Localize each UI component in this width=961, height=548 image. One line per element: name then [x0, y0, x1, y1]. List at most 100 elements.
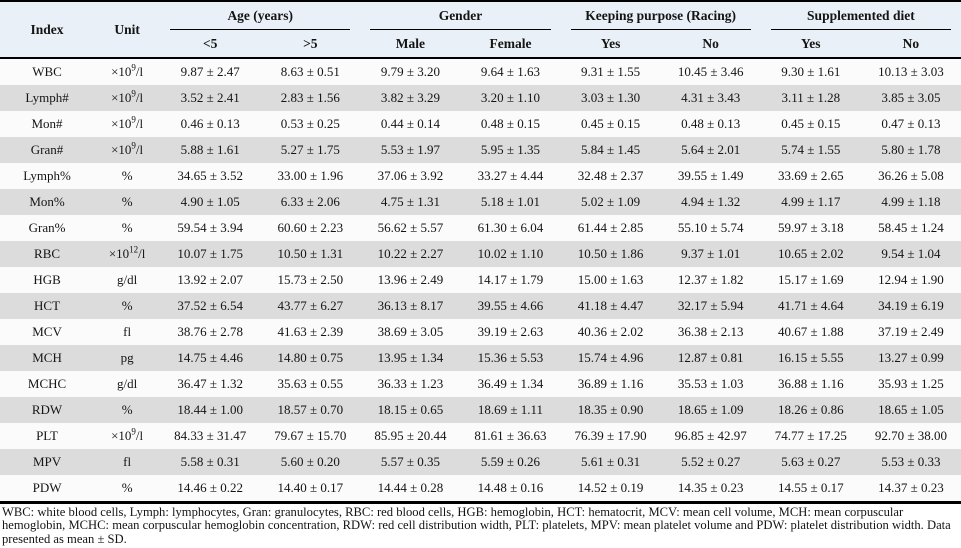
value-cell: 4.75 ± 1.31: [360, 189, 461, 215]
value-cell: 10.22 ± 2.27: [360, 241, 461, 267]
value-cell: 81.61 ± 36.63: [460, 423, 561, 449]
table-row: MCH pg 14.75 ± 4.46 14.80 ± 0.75 13.95 ± 1.3…: [0, 345, 961, 371]
col-header-index: Index: [0, 1, 95, 59]
col-group-diet: Supplemented diet: [760, 1, 961, 30]
value-cell: 9.87 ± 2.47: [160, 58, 261, 85]
table-body: WBC ×109/l 9.87 ± 2.47 8.63 ± 0.51 9.79 ± 3.…: [0, 58, 961, 503]
value-cell: 4.31 ± 3.43: [660, 85, 761, 111]
value-cell: 0.44 ± 0.14: [360, 111, 461, 137]
value-cell: 15.74 ± 4.96: [560, 345, 661, 371]
value-cell: 3.52 ± 2.41: [160, 85, 261, 111]
value-cell: 9.79 ± 3.20: [360, 58, 461, 85]
value-cell: 5.60 ± 0.20: [260, 449, 361, 475]
value-cell: 85.95 ± 20.44: [360, 423, 461, 449]
row-unit-cell: pg: [94, 345, 161, 371]
value-cell: 35.53 ± 1.03: [660, 371, 761, 397]
value-cell: 5.18 ± 1.01: [460, 189, 561, 215]
row-unit-cell: %: [94, 293, 161, 319]
row-unit-cell: ×109/l: [94, 111, 161, 137]
value-cell: 32.17 ± 5.94: [660, 293, 761, 319]
value-cell: 9.30 ± 1.61: [760, 58, 861, 85]
value-cell: 18.44 ± 1.00: [160, 397, 261, 423]
col-header-diet-no: No: [860, 30, 961, 59]
value-cell: 14.46 ± 0.22: [160, 475, 261, 503]
col-group-gender: Gender: [360, 1, 561, 30]
value-cell: 41.71 ± 4.64: [760, 293, 861, 319]
table-row: WBC ×109/l 9.87 ± 2.47 8.63 ± 0.51 9.79 ± 3.…: [0, 58, 961, 85]
value-cell: 37.52 ± 6.54: [160, 293, 261, 319]
value-cell: 55.10 ± 5.74: [660, 215, 761, 241]
value-cell: 10.45 ± 3.46: [660, 58, 761, 85]
value-cell: 4.99 ± 1.17: [760, 189, 861, 215]
row-unit-cell: ×109/l: [94, 58, 161, 85]
value-cell: 4.94 ± 1.32: [660, 189, 761, 215]
value-cell: 36.47 ± 1.32: [160, 371, 261, 397]
row-index-cell: HCT: [0, 293, 95, 319]
row-index-cell: WBC: [0, 58, 95, 85]
table-row: Mon# ×109/l 0.46 ± 0.13 0.53 ± 0.25 0.44 ± 0…: [0, 111, 961, 137]
row-unit-cell: ×109/l: [94, 137, 161, 163]
value-cell: 37.06 ± 3.92: [360, 163, 461, 189]
value-cell: 15.17 ± 1.69: [760, 267, 861, 293]
value-cell: 3.11 ± 1.28: [760, 85, 861, 111]
row-index-cell: Mon%: [0, 189, 95, 215]
value-cell: 61.30 ± 6.04: [460, 215, 561, 241]
value-cell: 9.64 ± 1.63: [460, 58, 561, 85]
col-header-male: Male: [360, 30, 461, 59]
value-cell: 36.13 ± 8.17: [360, 293, 461, 319]
row-unit-cell: ×109/l: [94, 85, 161, 111]
value-cell: 13.95 ± 1.34: [360, 345, 461, 371]
table-row: Gran%% 59.54 ± 3.94 60.60 ± 2.23 56.62 ± 5.…: [0, 215, 961, 241]
value-cell: 5.57 ± 0.35: [360, 449, 461, 475]
row-index-cell: PDW: [0, 475, 95, 503]
value-cell: 13.92 ± 2.07: [160, 267, 261, 293]
table-row: HCT% 37.52 ± 6.54 43.77 ± 6.27 36.13 ± 8.17…: [0, 293, 961, 319]
value-cell: 34.65 ± 3.52: [160, 163, 261, 189]
value-cell: 61.44 ± 2.85: [560, 215, 661, 241]
value-cell: 38.76 ± 2.78: [160, 319, 261, 345]
row-index-cell: MCH: [0, 345, 95, 371]
value-cell: 10.65 ± 2.02: [760, 241, 861, 267]
value-cell: 15.36 ± 5.53: [460, 345, 561, 371]
value-cell: 39.55 ± 1.49: [660, 163, 761, 189]
value-cell: 9.37 ± 1.01: [660, 241, 761, 267]
row-unit-cell: %: [94, 189, 161, 215]
col-header-unit: Unit: [94, 1, 161, 59]
value-cell: 0.45 ± 0.15: [560, 111, 661, 137]
value-cell: 5.80 ± 1.78: [860, 137, 961, 163]
table-row: Mon%% 4.90 ± 1.05 6.33 ± 2.06 4.75 ± 1.31 5.…: [0, 189, 961, 215]
row-index-cell: MPV: [0, 449, 95, 475]
row-unit-cell: fl: [94, 319, 161, 345]
value-cell: 10.50 ± 1.86: [560, 241, 661, 267]
value-cell: 6.33 ± 2.06: [260, 189, 361, 215]
col-group-age: Age (years): [160, 1, 361, 30]
value-cell: 79.67 ± 15.70: [260, 423, 361, 449]
row-index-cell: RBC: [0, 241, 95, 267]
value-cell: 0.46 ± 0.13: [160, 111, 261, 137]
value-cell: 39.19 ± 2.63: [460, 319, 561, 345]
value-cell: 35.63 ± 0.55: [260, 371, 361, 397]
table-header: Index Unit Age (years) Gender Keeping pu…: [0, 1, 961, 59]
value-cell: 15.73 ± 2.50: [260, 267, 361, 293]
value-cell: 2.83 ± 1.56: [260, 85, 361, 111]
value-cell: 5.53 ± 1.97: [360, 137, 461, 163]
value-cell: 36.88 ± 1.16: [760, 371, 861, 397]
value-cell: 76.39 ± 17.90: [560, 423, 661, 449]
value-cell: 40.36 ± 2.02: [560, 319, 661, 345]
value-cell: 10.02 ± 1.10: [460, 241, 561, 267]
row-index-cell: Gran#: [0, 137, 95, 163]
value-cell: 5.63 ± 0.27: [760, 449, 861, 475]
value-cell: 14.52 ± 0.19: [560, 475, 661, 503]
hematology-table: Index Unit Age (years) Gender Keeping pu…: [0, 0, 961, 503]
row-unit-cell: g/dl: [94, 267, 161, 293]
value-cell: 0.45 ± 0.15: [760, 111, 861, 137]
row-index-cell: Lymph#: [0, 85, 95, 111]
row-unit-cell: ×1012/l: [94, 241, 161, 267]
value-cell: 18.65 ± 1.09: [660, 397, 761, 423]
value-cell: 14.80 ± 0.75: [260, 345, 361, 371]
value-cell: 59.97 ± 3.18: [760, 215, 861, 241]
table-row: RBC ×1012/l 10.07 ± 1.75 10.50 ± 1.31 10.22 …: [0, 241, 961, 267]
row-unit-cell: %: [94, 397, 161, 423]
row-unit-cell: ×109/l: [94, 423, 161, 449]
row-index-cell: MCV: [0, 319, 95, 345]
